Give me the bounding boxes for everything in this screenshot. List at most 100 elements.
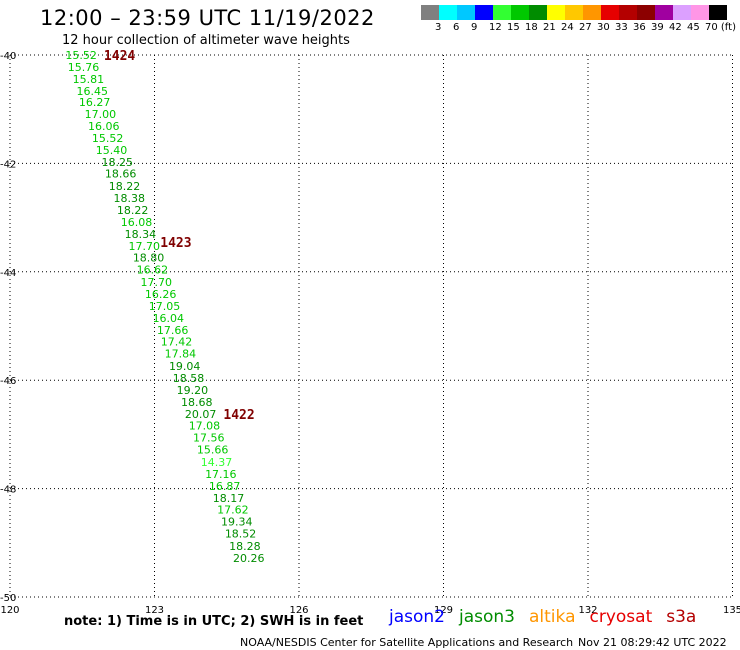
- lon-tick-label: 120: [0, 605, 19, 616]
- pass-time-label: 1422: [223, 408, 254, 423]
- legend-label: 42: [669, 22, 682, 33]
- wave-height-value: 20.07: [185, 408, 217, 421]
- wave-height-value: 20.26: [233, 552, 264, 565]
- legend-swatch: [691, 5, 709, 20]
- wave-height-value: 16.26: [145, 288, 177, 301]
- wave-height-value: 18.34: [125, 228, 156, 241]
- legend-swatch: [547, 5, 565, 20]
- wave-height-value: 17.42: [161, 336, 193, 349]
- legend-swatch: [421, 5, 439, 20]
- lat-tick-label: -42: [0, 159, 16, 170]
- wave-height-value: 19.34: [221, 516, 253, 529]
- wave-height-value: 17.70: [141, 276, 173, 289]
- lon-tick-label: 129: [434, 605, 453, 616]
- wave-height-value: 17.62: [217, 504, 249, 517]
- legend-swatch: [673, 5, 691, 20]
- wave-height-value: 14.37: [201, 456, 233, 469]
- wave-height-value: 16.62: [137, 264, 169, 277]
- legend-swatch: [619, 5, 637, 20]
- wave-height-value: 16.04: [153, 312, 185, 325]
- generated-timestamp: Nov 21 08:29:42 UTC 2022: [578, 636, 727, 649]
- color-scale-legend: [421, 5, 727, 20]
- wave-height-value: 15.76: [68, 61, 100, 74]
- legend-label: 15: [507, 22, 520, 33]
- wave-height-value: 17.66: [157, 324, 189, 337]
- legend-swatch: [637, 5, 655, 20]
- legend-label: 24: [561, 22, 574, 33]
- satellite-legend: jason2 jason3 altika cryosat s3a: [389, 607, 710, 627]
- credit-text: NOAA/NESDIS Center for Satellite Applica…: [240, 636, 574, 649]
- wave-height-value: 19.04: [169, 360, 201, 373]
- wave-height-value: 15.40: [96, 144, 128, 157]
- map-subtitle: 12 hour collection of altimeter wave hei…: [62, 33, 350, 48]
- legend-swatch: [583, 5, 601, 20]
- wave-height-value: 18.17: [213, 492, 245, 505]
- wave-height-value: 16.87: [209, 480, 241, 493]
- wave-height-value: 15.52: [92, 132, 124, 145]
- wave-height-value: 17.84: [165, 348, 197, 361]
- legend-swatch: [493, 5, 511, 20]
- legend-swatch: [655, 5, 673, 20]
- wave-height-value: 16.06: [88, 120, 120, 133]
- wave-height-value: 18.38: [114, 192, 146, 205]
- wave-height-value: 16.45: [76, 85, 108, 98]
- legend-label: 27: [579, 22, 592, 33]
- lon-tick-label: 132: [578, 605, 597, 616]
- wave-height-value: 18.80: [133, 252, 165, 265]
- map-title: 12:00 – 23:59 UTC 11/19/2022: [40, 6, 375, 30]
- wave-height-value: 17.70: [128, 240, 160, 253]
- wave-height-value: 15.52: [65, 49, 97, 62]
- lon-tick-label: 123: [145, 605, 164, 616]
- legend-swatch: [601, 5, 619, 20]
- wave-height-value: 17.16: [205, 468, 237, 481]
- wave-height-observations: 15.5215.7615.8116.4516.2717.0016.0615.52…: [65, 49, 264, 565]
- wave-height-value: 17.00: [85, 108, 117, 121]
- legend-swatch: [565, 5, 583, 20]
- legend-label: 6: [453, 22, 460, 33]
- legend-label: 3: [435, 22, 442, 33]
- legend-label: 9: [471, 22, 478, 33]
- satellite-name-cryosat: cryosat: [589, 607, 653, 627]
- satellite-name-jason3: jason3: [459, 607, 515, 627]
- legend-label: 18: [525, 22, 538, 33]
- wave-height-value: 18.22: [109, 180, 141, 193]
- legend-swatch: [439, 5, 457, 20]
- wave-height-value: 18.22: [117, 204, 148, 217]
- wave-height-value: 16.08: [121, 216, 152, 229]
- legend-swatch: [475, 5, 493, 20]
- satellite-name-altika: altika: [529, 607, 576, 627]
- legend-label: 70 (ft): [705, 22, 736, 33]
- lat-tick-label: -50: [0, 593, 16, 604]
- legend-label: 45: [687, 22, 700, 33]
- legend-label: 30: [597, 22, 610, 33]
- lat-tick-label: -48: [0, 485, 16, 496]
- wave-height-value: 17.56: [193, 432, 225, 445]
- wave-height-value: 16.27: [79, 96, 111, 109]
- wave-height-value: 15.66: [197, 444, 229, 457]
- satellite-name-s3a: s3a: [666, 607, 697, 627]
- wave-height-value: 15.81: [73, 73, 105, 86]
- wave-height-value: 19.20: [177, 384, 209, 397]
- wave-height-value: 18.58: [173, 372, 205, 385]
- legend-label: 33: [615, 22, 628, 33]
- wave-height-value: 18.25: [102, 156, 133, 169]
- wave-height-value: 18.66: [105, 168, 137, 181]
- satellite-name-jason2: jason2: [389, 607, 445, 627]
- pass-time-labels: 1424 1423 1422: [104, 49, 255, 423]
- wave-height-value: 18.68: [181, 396, 213, 409]
- legend-label: 21: [543, 22, 556, 33]
- pass-time-label: 1423: [160, 236, 191, 251]
- wave-height-value: 17.08: [189, 420, 221, 433]
- lon-tick-label: 135: [723, 605, 740, 616]
- units-note: note: 1) Time is in UTC; 2) SWH is in fe…: [64, 614, 364, 629]
- legend-swatch: [529, 5, 547, 20]
- wave-height-value: 18.52: [225, 528, 257, 541]
- legend-swatch: [709, 5, 727, 20]
- legend-label: 12: [489, 22, 502, 33]
- pass-time-label: 1424: [104, 49, 135, 64]
- legend-swatch: [511, 5, 529, 20]
- lat-tick-label: -44: [0, 268, 16, 279]
- legend-label: 36: [633, 22, 646, 33]
- lat-lon-grid: [9, 54, 733, 598]
